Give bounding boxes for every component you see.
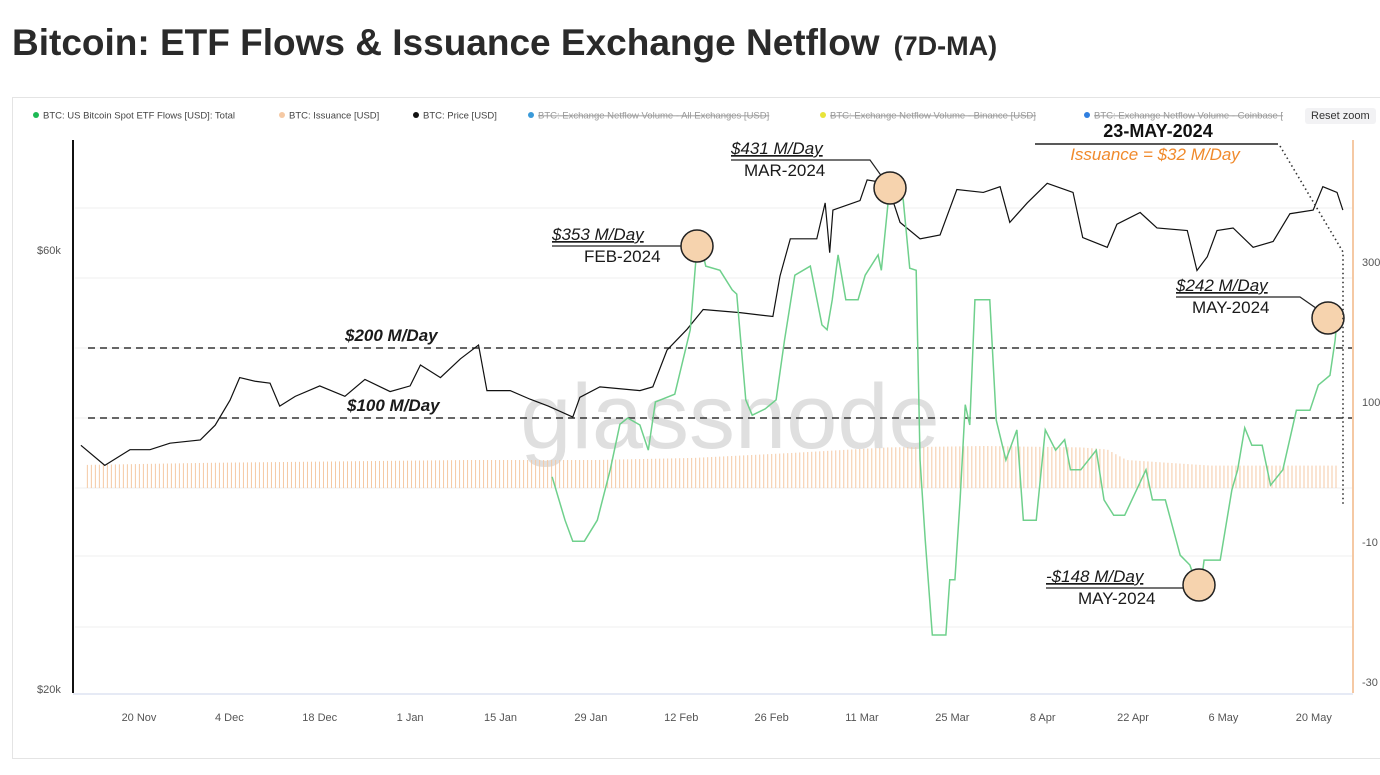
x-tick-label: 18 Dec: [302, 712, 337, 724]
x-tick-label: 20 May: [1296, 712, 1333, 724]
callout-value: -$148 M/Day: [1046, 567, 1145, 586]
legend-label: BTC: Price [USD]: [423, 111, 497, 122]
reset-zoom-button[interactable]: Reset zoom: [1305, 108, 1376, 124]
right-tick-label: -10: [1362, 537, 1378, 549]
legend-item[interactable]: BTC: Exchange Netflow Volume - All Excha…: [528, 111, 769, 122]
legend-marker-icon: [413, 112, 419, 118]
x-tick-label: 8 Apr: [1030, 712, 1056, 724]
x-tick-label: 25 Mar: [935, 712, 970, 724]
legend-marker-icon: [279, 112, 285, 118]
title-text: Bitcoin: ETF Flows & Issuance Exchange N…: [12, 22, 880, 63]
legend-item[interactable]: BTC: Issuance [USD]: [279, 111, 379, 122]
highlight-circle: [680, 229, 714, 263]
legend-marker-icon: [33, 112, 39, 118]
chart-title: Bitcoin: ETF Flows & Issuance Exchange N…: [12, 22, 997, 64]
x-tick-label: 26 Feb: [754, 712, 788, 724]
legend-label: BTC: Exchange Netflow Volume - All Excha…: [538, 111, 769, 122]
callout-date: MAR-2024: [744, 161, 825, 180]
x-tick-label: 6 May: [1208, 712, 1238, 724]
legend-item[interactable]: BTC: Exchange Netflow Volume - Binance […: [820, 111, 1036, 122]
callout-value: $431 M/Day: [730, 139, 824, 158]
callout-date: MAY-2024: [1078, 589, 1156, 608]
label-100: $100 M/Day: [346, 396, 441, 415]
label-200: $200 M/Day: [344, 326, 439, 345]
legend-label: BTC: US Bitcoin Spot ETF Flows [USD]: To…: [43, 111, 235, 122]
latest-dotted-marker: [1279, 145, 1344, 505]
highlight-circle: [1182, 568, 1216, 602]
x-tick-label: 11 Mar: [845, 712, 879, 724]
x-tick-label: 1 Jan: [397, 712, 424, 724]
callout-date: MAY-2024: [1192, 298, 1270, 317]
x-tick-label: 20 Nov: [122, 712, 157, 724]
callout-value: $353 M/Day: [551, 225, 645, 244]
x-tick-label: 22 Apr: [1117, 712, 1149, 724]
legend-marker-icon: [820, 112, 826, 118]
legend-marker-icon: [1084, 112, 1090, 118]
highlight-circle: [873, 171, 907, 205]
title-subtitle: (7D-MA): [893, 31, 998, 61]
latest-date: 23-MAY-2024: [1103, 121, 1212, 141]
issuance-bars: [86, 446, 1337, 488]
legend-label: BTC: Issuance [USD]: [289, 111, 379, 122]
reference-lines: [88, 347, 1352, 419]
legend-item[interactable]: BTC: US Bitcoin Spot ETF Flows [USD]: To…: [33, 111, 235, 122]
right-tick-label: -30: [1362, 677, 1378, 689]
legend-label: BTC: Exchange Netflow Volume - Binance […: [830, 111, 1036, 122]
x-tick-label: 15 Jan: [484, 712, 517, 724]
chart-frame: [12, 97, 1380, 759]
x-tick-label: 4 Dec: [215, 712, 244, 724]
legend-item[interactable]: BTC: Exchange Netflow Volume - Coinbase …: [1084, 111, 1283, 122]
axes: 20 Nov 4 Dec 18 Dec 1 Jan 15 Jan 29 Jan 12 Feb…: [37, 140, 1380, 724]
legend-label: BTC: Exchange Netflow Volume - Coinbase …: [1094, 111, 1283, 122]
legend-item[interactable]: BTC: Price [USD]: [413, 111, 497, 122]
x-tick-label: 12 Feb: [664, 712, 698, 724]
x-tick-label: 29 Jan: [574, 712, 607, 724]
left-tick-label: $20k: [37, 684, 61, 696]
latest-issuance: Issuance = $32 M/Day: [1070, 145, 1241, 164]
right-tick-label: 300: [1362, 257, 1380, 269]
watermark-logo: glassnode: [520, 366, 939, 468]
right-tick-label: 100: [1362, 397, 1380, 409]
legend: BTC: US Bitcoin Spot ETF Flows [USD]: To…: [33, 111, 1283, 122]
left-tick-label: $60k: [37, 245, 61, 257]
legend-marker-icon: [528, 112, 534, 118]
highlight-circle: [1311, 301, 1345, 335]
callout-date: FEB-2024: [584, 247, 661, 266]
annotations: $200 M/Day $100 M/Day $353 M/Day FEB-2024 $4…: [344, 121, 1345, 608]
callout-value: $242 M/Day: [1175, 276, 1269, 295]
price-line: [80, 179, 1344, 467]
